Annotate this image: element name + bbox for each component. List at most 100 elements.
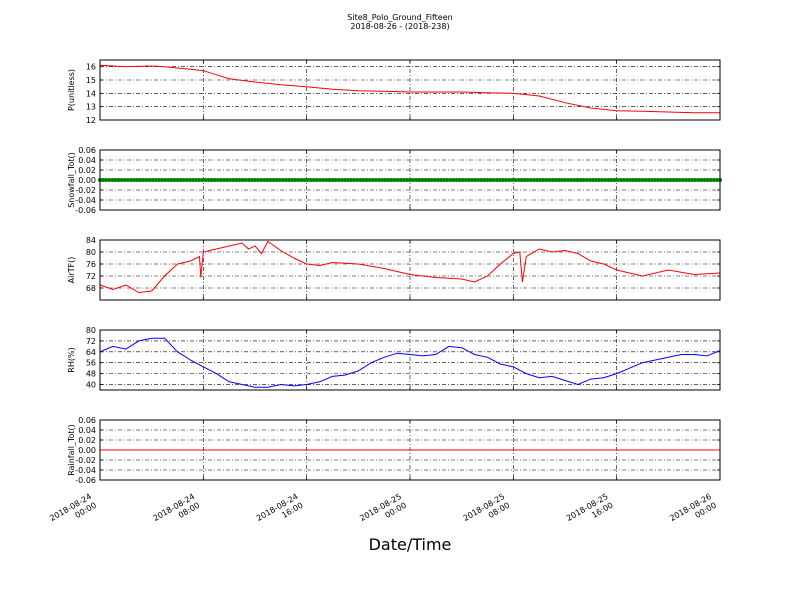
y-tick-label: -0.04 bbox=[75, 196, 96, 205]
data-point bbox=[411, 178, 416, 182]
figure-subtitle: 2018-08-26 - (2018-238) bbox=[350, 22, 449, 31]
data-point bbox=[491, 178, 496, 182]
x-tick-label: 2018-08-2408:00 bbox=[152, 492, 202, 532]
y-tick-label: 15 bbox=[86, 76, 96, 85]
data-point bbox=[702, 178, 707, 182]
data-point bbox=[510, 178, 515, 182]
data-point bbox=[253, 178, 257, 182]
data-point bbox=[240, 178, 245, 182]
data-point bbox=[324, 178, 329, 182]
y-tick-label: 0.02 bbox=[78, 166, 96, 175]
data-point bbox=[129, 178, 133, 182]
data-point bbox=[132, 178, 137, 182]
data-point bbox=[615, 178, 620, 182]
data-point bbox=[494, 178, 499, 182]
data-point bbox=[578, 178, 583, 182]
data-point bbox=[612, 178, 617, 182]
data-point bbox=[277, 178, 282, 182]
data-point bbox=[290, 178, 295, 182]
data-point bbox=[293, 178, 298, 182]
data-point bbox=[200, 178, 205, 182]
data-point bbox=[259, 178, 264, 182]
data-point bbox=[160, 178, 164, 182]
panel-4: 40 48 56 64 72 80 RH(%) bbox=[67, 326, 721, 391]
figure-title: Site8_Polo_Ground_Fifteen bbox=[347, 13, 452, 22]
data-point bbox=[454, 178, 459, 182]
x-tick-label: 2018-08-2416:00 bbox=[255, 492, 305, 532]
data-point bbox=[532, 178, 536, 182]
axes-frame bbox=[99, 239, 721, 301]
data-point bbox=[445, 178, 450, 182]
data-point bbox=[587, 178, 592, 182]
data-point bbox=[640, 178, 645, 182]
y-axis-label: Snowfall_Tot() bbox=[67, 152, 76, 208]
data-point bbox=[504, 178, 509, 182]
data-point bbox=[603, 178, 608, 182]
data-point bbox=[231, 178, 236, 182]
x-tick-label: 2018-08-2500:00 bbox=[358, 492, 408, 532]
data-point bbox=[206, 178, 211, 182]
data-point bbox=[243, 178, 248, 182]
data-point bbox=[466, 178, 471, 182]
y-tick-label: 0.00 bbox=[78, 446, 96, 455]
data-point bbox=[519, 178, 524, 182]
data-point bbox=[625, 178, 629, 182]
data-point bbox=[355, 178, 360, 182]
data-point bbox=[470, 178, 474, 182]
data-point bbox=[513, 178, 518, 182]
data-point bbox=[367, 178, 372, 182]
x-tick-label: 2018-08-2600:00 bbox=[668, 492, 718, 532]
data-point bbox=[327, 178, 332, 182]
y-tick-label: 0.02 bbox=[78, 436, 96, 445]
data-point bbox=[482, 178, 487, 182]
data-point bbox=[268, 178, 273, 182]
data-point bbox=[550, 178, 555, 182]
data-point bbox=[280, 178, 285, 182]
data-point bbox=[156, 178, 161, 182]
data-point bbox=[274, 178, 279, 182]
data-point bbox=[302, 178, 307, 182]
y-tick-label: 84 bbox=[86, 236, 96, 245]
y-axis-label: AirTF() bbox=[67, 257, 76, 284]
y-tick-label: 68 bbox=[86, 284, 96, 293]
data-point bbox=[144, 178, 149, 182]
x-axis-label: Date/Time bbox=[369, 535, 452, 554]
y-tick-label: 0.04 bbox=[78, 156, 96, 165]
data-point bbox=[708, 178, 713, 182]
axes-frame bbox=[99, 419, 721, 481]
data-point bbox=[606, 178, 611, 182]
axes-frame bbox=[99, 329, 721, 391]
y-tick-label: -0.06 bbox=[75, 206, 96, 215]
series-line bbox=[99, 64, 720, 114]
data-point bbox=[618, 178, 623, 182]
data-point bbox=[417, 178, 422, 182]
data-point bbox=[569, 178, 574, 182]
data-point bbox=[538, 178, 543, 182]
data-point bbox=[581, 178, 586, 182]
y-tick-label: 80 bbox=[86, 326, 96, 335]
data-point bbox=[687, 178, 691, 182]
data-point bbox=[178, 178, 183, 182]
data-point bbox=[479, 178, 484, 182]
data-point bbox=[714, 178, 719, 182]
data-point bbox=[597, 178, 602, 182]
data-point bbox=[665, 178, 670, 182]
data-point bbox=[637, 178, 642, 182]
data-point bbox=[408, 178, 412, 182]
series-line bbox=[99, 240, 721, 294]
data-point bbox=[386, 178, 391, 182]
data-point bbox=[463, 178, 468, 182]
data-point bbox=[147, 178, 152, 182]
data-point bbox=[656, 178, 660, 182]
data-point bbox=[104, 178, 109, 182]
data-point bbox=[305, 178, 310, 182]
y-tick-label: 12 bbox=[86, 116, 96, 125]
y-axis-label: Rainfall_Tot() bbox=[67, 424, 76, 476]
data-point bbox=[696, 178, 701, 182]
y-axis-label: RH(%) bbox=[67, 347, 76, 372]
data-point bbox=[541, 178, 546, 182]
data-point bbox=[649, 178, 654, 182]
y-tick-label: 0.00 bbox=[78, 176, 96, 185]
data-point bbox=[643, 178, 648, 182]
data-point bbox=[265, 178, 270, 182]
